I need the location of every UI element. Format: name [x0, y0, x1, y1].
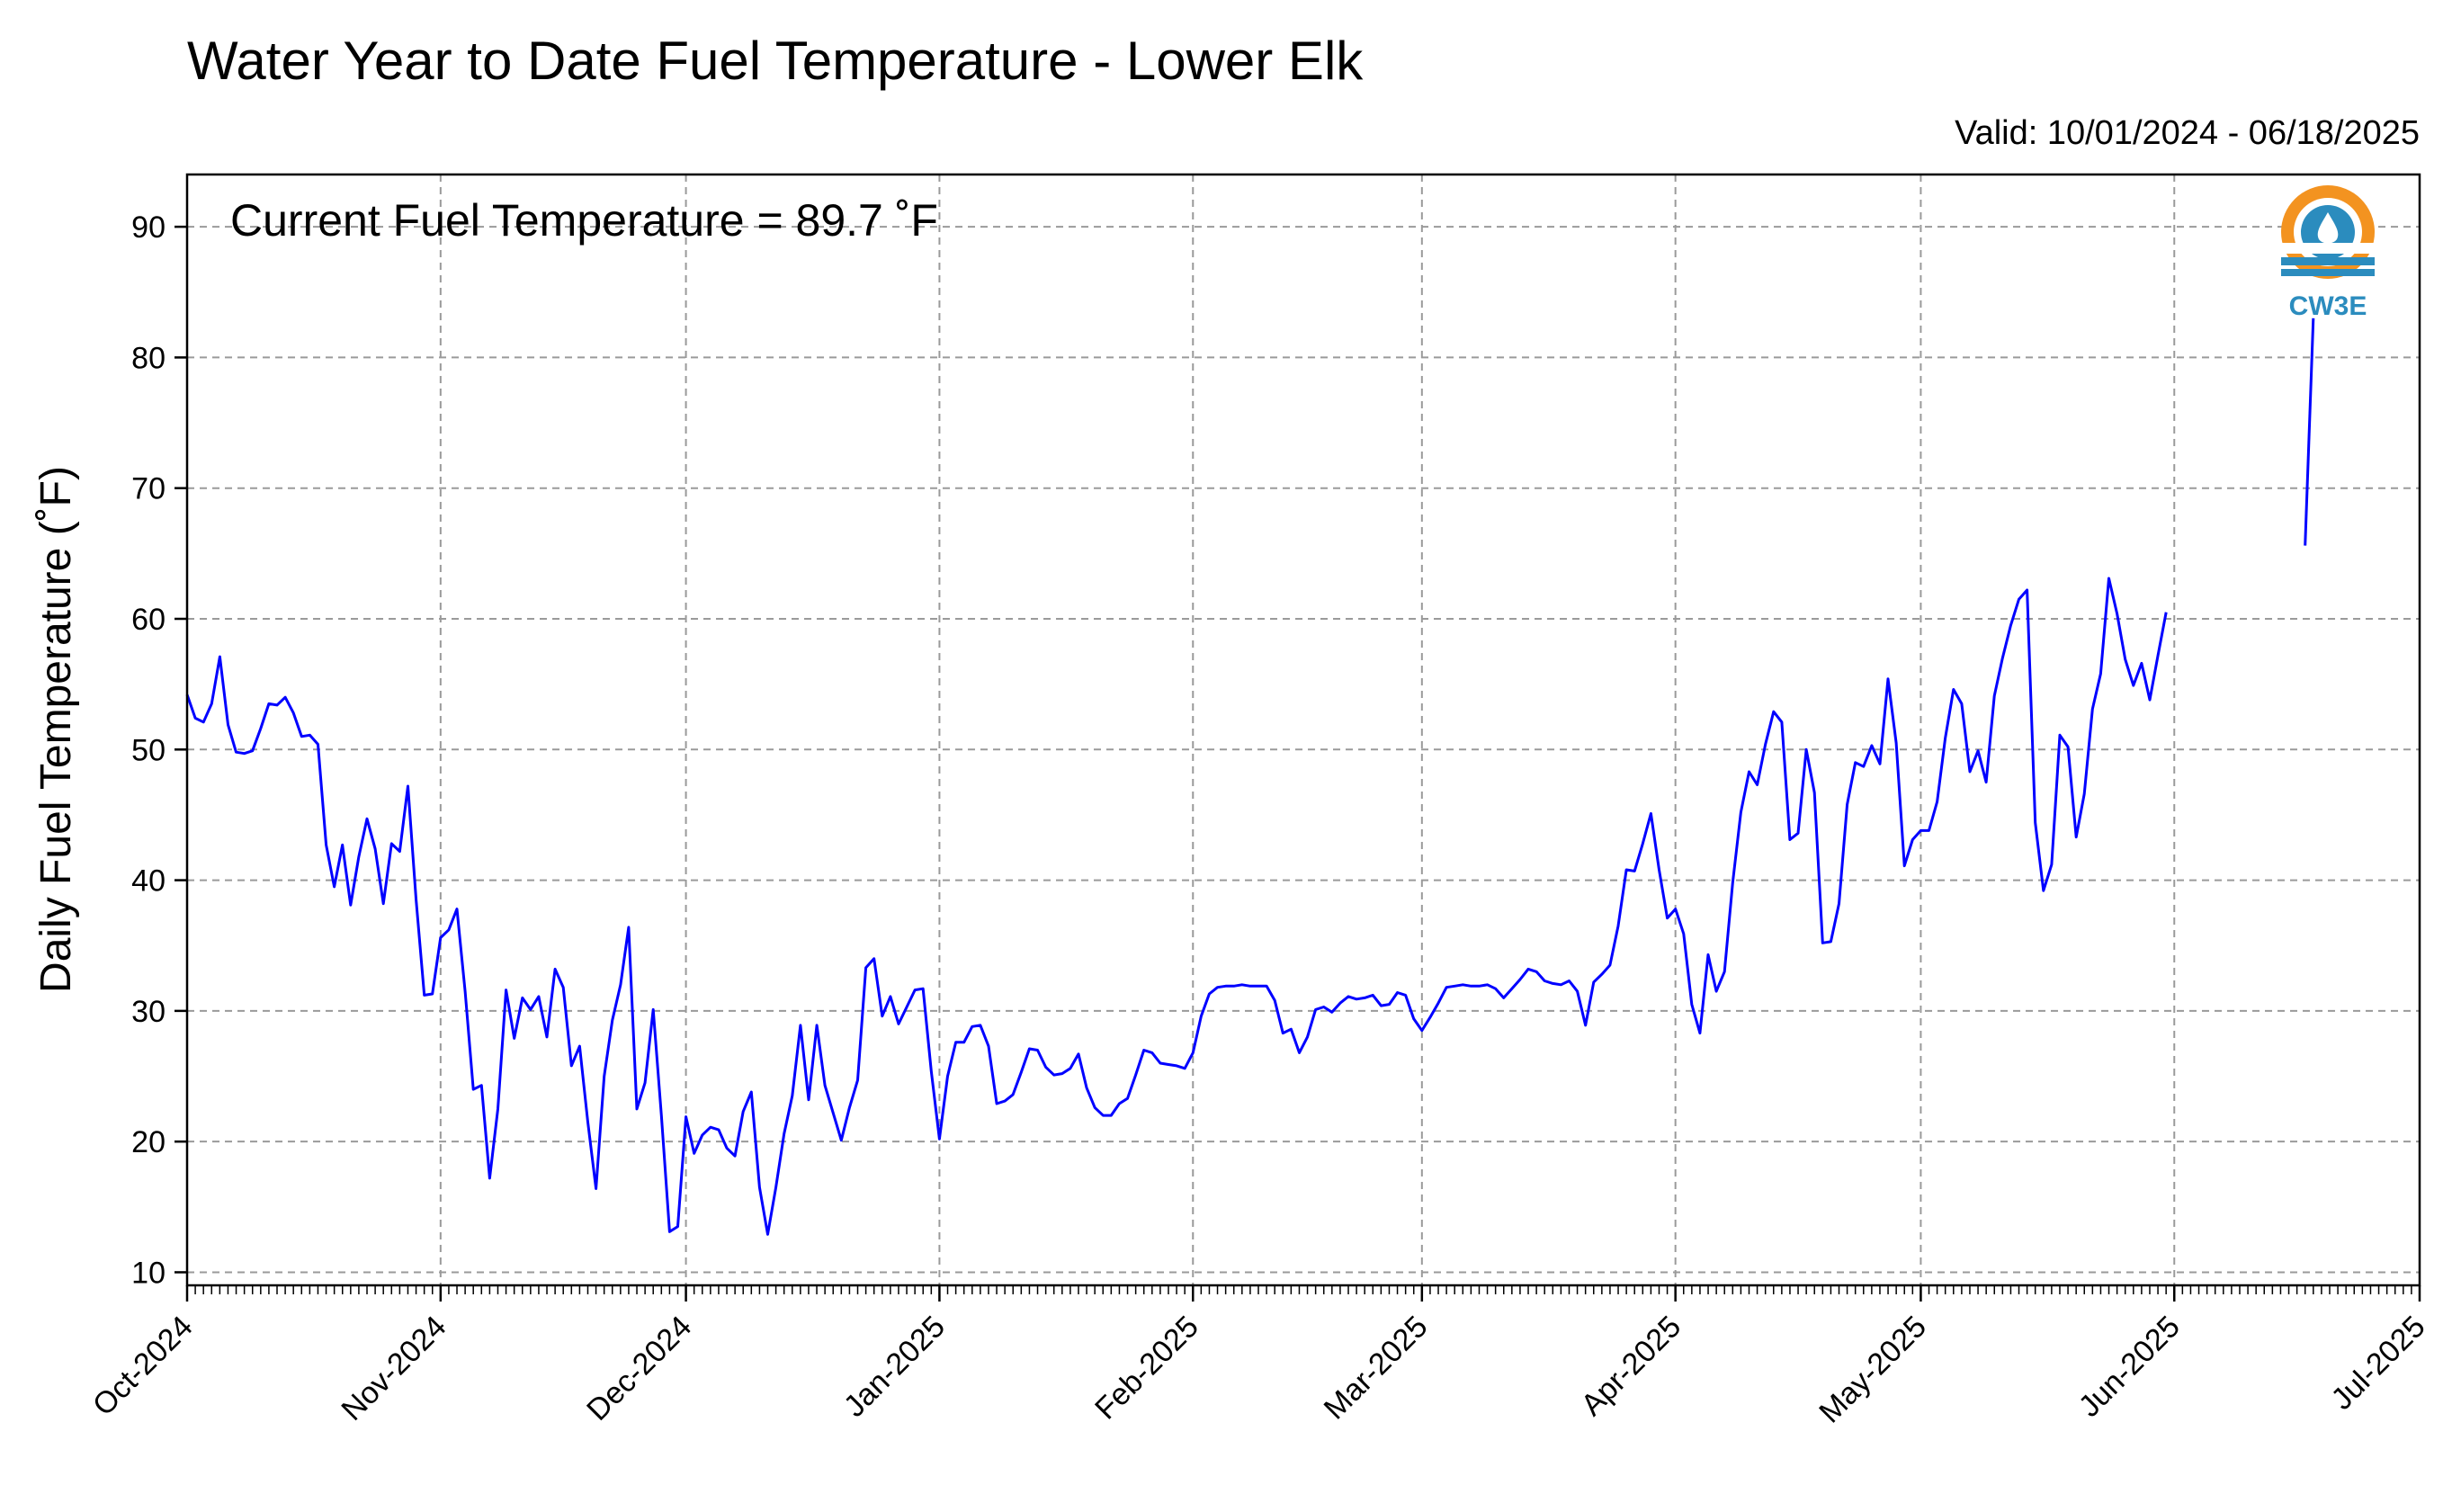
series-line: [185, 577, 2168, 1236]
x-tick-label: Jun-2025: [2072, 1310, 2187, 1424]
y-tick-label: 10: [131, 1256, 166, 1290]
y-tick-label: 50: [131, 733, 166, 767]
y-tick-label: 20: [131, 1125, 166, 1159]
y-axis-label: Daily Fuel Temperature (˚F): [32, 466, 80, 993]
x-tick-label: Jan-2025: [837, 1310, 952, 1424]
series-line: [2304, 318, 2315, 546]
cw3e-logo-icon: CW3E: [2281, 185, 2375, 321]
minor-ticks: [186, 1285, 2421, 1294]
x-tick-label: May-2025: [1812, 1310, 1933, 1430]
x-tick-label: Apr-2025: [1575, 1310, 1688, 1423]
x-tick-label: Mar-2025: [1318, 1310, 1435, 1427]
y-tick-label: 40: [131, 864, 166, 899]
y-tick-label: 90: [131, 210, 166, 245]
x-tick-label: Jul-2025: [2325, 1310, 2432, 1417]
x-tick-label: Dec-2024: [580, 1310, 698, 1427]
valid-range: Valid: 10/01/2024 - 06/18/2025: [1955, 114, 2420, 152]
plot-frame: [185, 173, 2421, 1287]
series-layer: [185, 318, 2315, 1236]
current-temperature-annotation: Current Fuel Temperature = 89.7 ˚F: [230, 195, 938, 246]
x-tick-label: Nov-2024: [335, 1310, 452, 1427]
x-tick-label: Feb-2025: [1088, 1310, 1205, 1427]
y-tick-label: 30: [131, 995, 166, 1029]
grid-lines: [186, 174, 2421, 1285]
chart-title: Water Year to Date Fuel Temperature - Lo…: [187, 31, 1364, 91]
y-tick-label: 80: [131, 341, 166, 375]
logo-text: CW3E: [2289, 291, 2367, 321]
y-tick-label: 70: [131, 472, 166, 506]
x-tick-label: Oct-2024: [86, 1310, 200, 1423]
y-tick-label: 60: [131, 603, 166, 637]
